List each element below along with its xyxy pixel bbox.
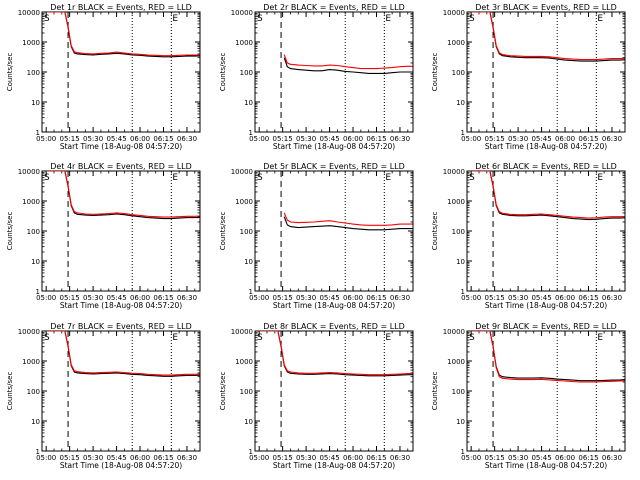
y-tick-label: 10000 bbox=[231, 9, 253, 17]
s-marker: S bbox=[44, 173, 50, 183]
x-axis-label: Start Time (18-Aug-08 04:57:20) bbox=[485, 142, 607, 151]
s-marker: S bbox=[469, 14, 475, 24]
y-tick-label: 100 bbox=[27, 388, 40, 396]
y-tick-label: 10 bbox=[456, 99, 465, 107]
y-tick-label: 1000 bbox=[235, 198, 253, 206]
x-tick-label: 05:00 bbox=[461, 454, 481, 462]
y-tick-label: 10 bbox=[31, 99, 40, 107]
y-tick-label: 1000 bbox=[447, 358, 465, 366]
y-tick-label: 10000 bbox=[231, 328, 253, 336]
e-marker: E bbox=[172, 333, 178, 343]
e-marker: E bbox=[597, 173, 603, 183]
y-axis-label: Counts/sec bbox=[219, 53, 227, 92]
x-tick-label: 05:00 bbox=[461, 294, 481, 302]
chart-title: Det 7r BLACK = Events, RED = LLD bbox=[50, 322, 192, 331]
y-tick-label: 10 bbox=[244, 418, 253, 426]
e-marker: E bbox=[172, 173, 178, 183]
y-tick-label: 10 bbox=[244, 99, 253, 107]
x-axis-label: Start Time (18-Aug-08 04:57:20) bbox=[273, 142, 395, 151]
chart-title: Det 5r BLACK = Events, RED = LLD bbox=[263, 162, 405, 171]
y-tick-label: 10 bbox=[31, 418, 40, 426]
y-tick-label: 1000 bbox=[447, 198, 465, 206]
x-tick-label: 05:00 bbox=[461, 135, 481, 143]
e-marker: E bbox=[385, 173, 391, 183]
x-axis-label: Start Time (18-Aug-08 04:57:20) bbox=[273, 461, 395, 470]
y-axis-label: Counts/sec bbox=[6, 212, 14, 251]
x-tick-label: 05:00 bbox=[249, 454, 269, 462]
y-tick-label: 100 bbox=[27, 69, 40, 77]
s-marker: S bbox=[469, 333, 475, 343]
e-marker: E bbox=[597, 333, 603, 343]
e-marker: E bbox=[172, 14, 178, 24]
x-tick-label: 05:00 bbox=[249, 294, 269, 302]
y-axis-label: Counts/sec bbox=[431, 53, 439, 92]
y-tick-label: 100 bbox=[27, 228, 40, 236]
chart-title: Det 1r BLACK = Events, RED = LLD bbox=[50, 3, 192, 12]
chart-title: Det 9r BLACK = Events, RED = LLD bbox=[475, 322, 617, 331]
x-axis-label: Start Time (18-Aug-08 04:57:20) bbox=[273, 301, 395, 310]
x-axis-label: Start Time (18-Aug-08 04:57:20) bbox=[60, 142, 182, 151]
x-axis-label: Start Time (18-Aug-08 04:57:20) bbox=[60, 301, 182, 310]
y-tick-label: 10000 bbox=[18, 168, 40, 176]
y-tick-label: 10 bbox=[456, 418, 465, 426]
chart-title: Det 6r BLACK = Events, RED = LLD bbox=[475, 162, 617, 171]
y-tick-label: 100 bbox=[240, 228, 253, 236]
y-tick-label: 100 bbox=[240, 388, 253, 396]
s-marker: S bbox=[44, 333, 50, 343]
detector-rate-figure: Det 1r BLACK = Events, RED = LLD11010010… bbox=[0, 0, 640, 480]
s-marker: S bbox=[257, 14, 263, 24]
y-tick-label: 10000 bbox=[18, 9, 40, 17]
x-tick-label: 05:00 bbox=[36, 454, 56, 462]
s-marker: S bbox=[44, 14, 50, 24]
y-tick-label: 100 bbox=[452, 69, 465, 77]
x-axis-label: Start Time (18-Aug-08 04:57:20) bbox=[60, 461, 182, 470]
y-axis-label: Counts/sec bbox=[219, 372, 227, 411]
x-axis-label: Start Time (18-Aug-08 04:57:20) bbox=[485, 461, 607, 470]
y-tick-label: 10000 bbox=[231, 168, 253, 176]
y-tick-label: 10 bbox=[456, 258, 465, 266]
e-marker: E bbox=[385, 14, 391, 24]
y-axis-label: Counts/sec bbox=[431, 372, 439, 411]
y-tick-label: 1000 bbox=[22, 198, 40, 206]
y-tick-label: 100 bbox=[452, 388, 465, 396]
chart-title: Det 4r BLACK = Events, RED = LLD bbox=[50, 162, 192, 171]
e-marker: E bbox=[597, 14, 603, 24]
chart-title: Det 8r BLACK = Events, RED = LLD bbox=[263, 322, 405, 331]
figure-background bbox=[0, 0, 640, 480]
y-tick-label: 1000 bbox=[235, 39, 253, 47]
y-tick-label: 1000 bbox=[447, 39, 465, 47]
chart-title: Det 2r BLACK = Events, RED = LLD bbox=[263, 3, 405, 12]
y-tick-label: 10 bbox=[244, 258, 253, 266]
x-tick-label: 05:00 bbox=[249, 135, 269, 143]
x-tick-label: 05:00 bbox=[36, 294, 56, 302]
y-tick-label: 10000 bbox=[443, 328, 465, 336]
y-tick-label: 10000 bbox=[443, 168, 465, 176]
y-tick-label: 10000 bbox=[18, 328, 40, 336]
y-tick-label: 10 bbox=[31, 258, 40, 266]
y-tick-label: 100 bbox=[240, 69, 253, 77]
y-tick-label: 10000 bbox=[443, 9, 465, 17]
y-axis-label: Counts/sec bbox=[6, 53, 14, 92]
x-tick-label: 05:00 bbox=[36, 135, 56, 143]
y-tick-label: 1000 bbox=[235, 358, 253, 366]
x-axis-label: Start Time (18-Aug-08 04:57:20) bbox=[485, 301, 607, 310]
s-marker: S bbox=[257, 173, 263, 183]
y-axis-label: Counts/sec bbox=[6, 372, 14, 411]
y-tick-label: 1000 bbox=[22, 39, 40, 47]
chart-title: Det 3r BLACK = Events, RED = LLD bbox=[475, 3, 617, 12]
y-tick-label: 1000 bbox=[22, 358, 40, 366]
y-axis-label: Counts/sec bbox=[431, 212, 439, 251]
y-tick-label: 100 bbox=[452, 228, 465, 236]
y-axis-label: Counts/sec bbox=[219, 212, 227, 251]
s-marker: S bbox=[257, 333, 263, 343]
e-marker: E bbox=[385, 333, 391, 343]
s-marker: S bbox=[469, 173, 475, 183]
